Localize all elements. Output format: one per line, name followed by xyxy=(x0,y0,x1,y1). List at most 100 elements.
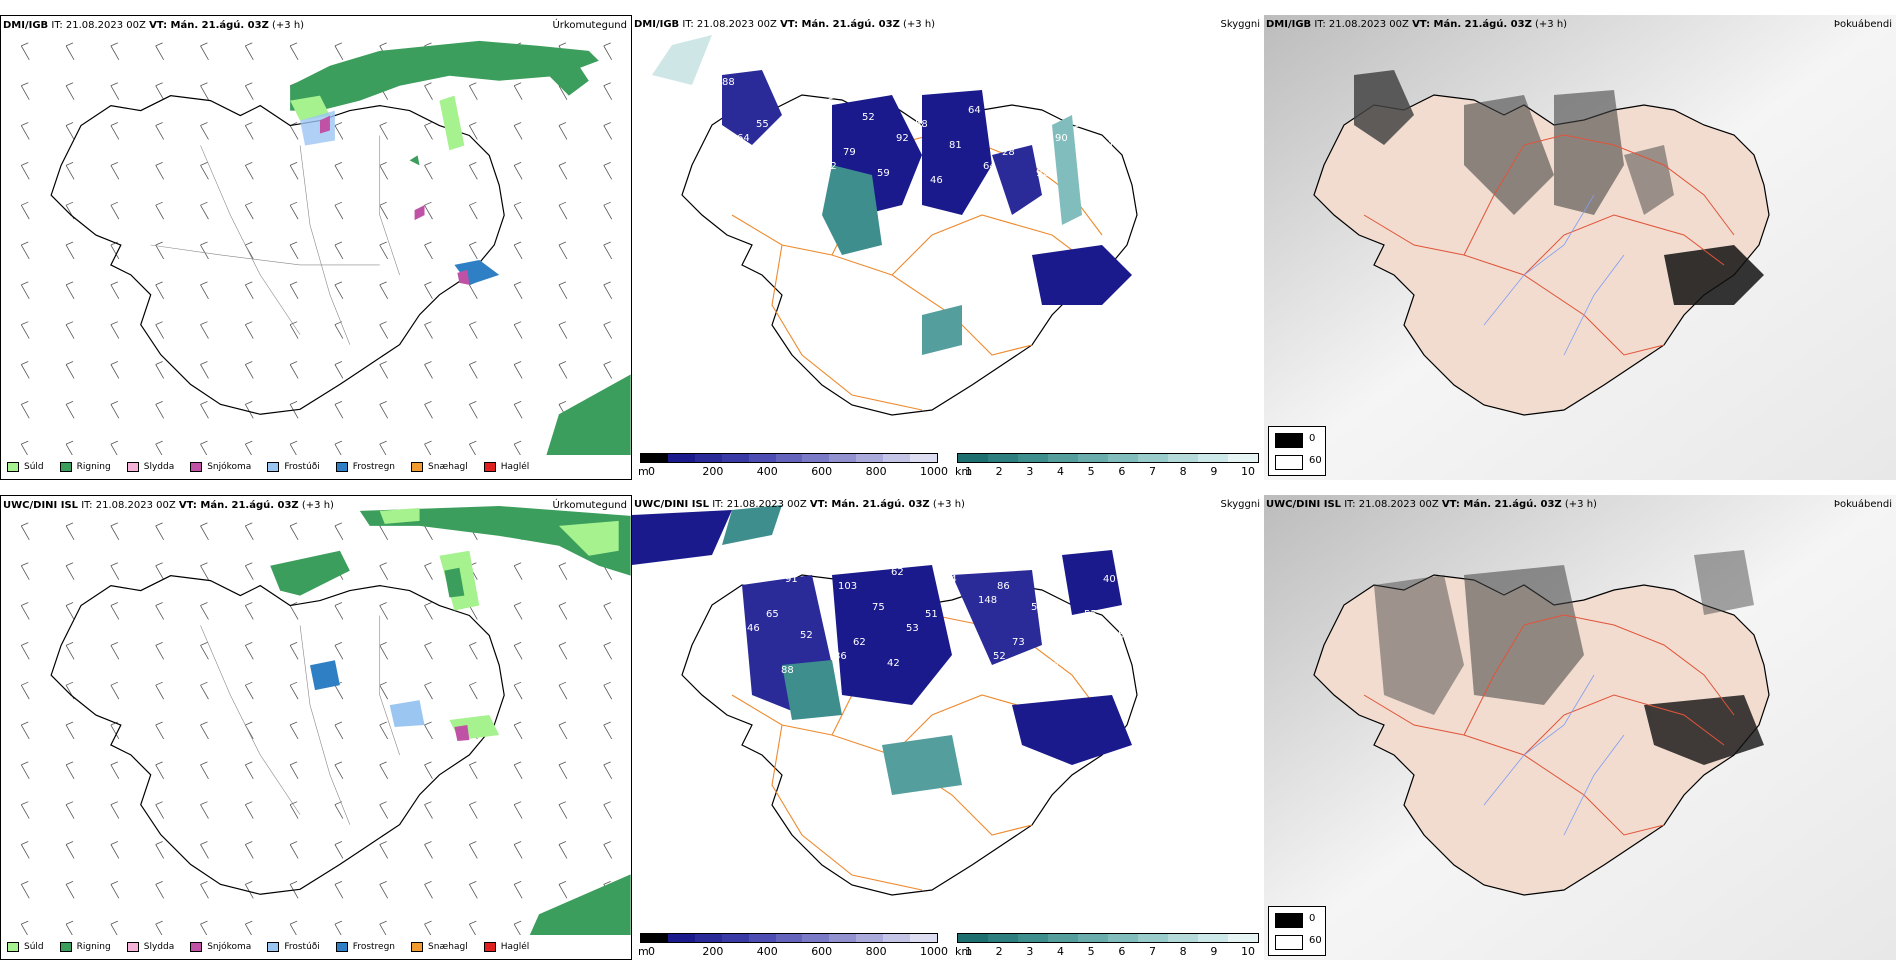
ceiling-value-label: 51 xyxy=(809,105,822,116)
ceiling-value-label: 64 xyxy=(944,574,957,585)
wind-barb xyxy=(513,162,523,180)
colorbar-step xyxy=(775,934,803,942)
ceiling-value-label: 55 xyxy=(1118,630,1131,641)
wind-barb xyxy=(65,880,75,899)
wind-barb xyxy=(558,841,568,859)
wind-barb xyxy=(110,281,120,299)
wind-barb xyxy=(155,522,165,541)
wind-barb xyxy=(603,321,613,339)
wind-barb xyxy=(513,801,523,819)
wind-barb xyxy=(558,880,568,899)
wind-barb xyxy=(244,721,254,740)
wind-barb xyxy=(110,42,120,61)
ceiling-value-label: 76 xyxy=(775,84,788,95)
colorbar-step xyxy=(641,454,668,462)
legend-swatch xyxy=(483,942,496,952)
wind-barb xyxy=(513,841,523,859)
colorbar-step xyxy=(829,934,857,942)
wind-barb xyxy=(244,400,254,419)
precip-legend-item: Slydda xyxy=(126,942,174,952)
wind-barb xyxy=(20,321,30,339)
ceiling-scale-tick: 800 xyxy=(865,465,887,478)
ceiling-scale-tick: 1000 xyxy=(920,465,948,478)
fog-map-bottom xyxy=(1264,495,1896,960)
legend-swatch xyxy=(483,462,496,472)
wind-barb xyxy=(200,721,209,740)
wind-barb xyxy=(244,241,254,260)
colorbar-step xyxy=(1198,934,1228,942)
fog-legend: 0 60 xyxy=(1268,906,1326,956)
legend-swatch xyxy=(59,942,72,952)
wind-barb xyxy=(155,42,165,61)
ceiling-value-label: 54 xyxy=(828,91,841,102)
wind-barb xyxy=(155,721,165,740)
ceiling-value-label: 75 xyxy=(872,602,885,613)
wind-barb xyxy=(110,122,120,140)
wind-barb xyxy=(110,522,120,541)
wind-barb xyxy=(603,681,613,700)
wind-barb xyxy=(558,361,568,379)
precip-type-map-bottom xyxy=(20,505,631,959)
wind-barb xyxy=(155,82,165,100)
wind-barb xyxy=(110,880,120,899)
wind-barb xyxy=(424,281,433,299)
wind-barb xyxy=(110,801,120,819)
rain-area xyxy=(290,40,599,111)
colorbar-step xyxy=(1108,934,1138,942)
wind-barb xyxy=(200,241,209,260)
wind-barb xyxy=(603,281,613,299)
legend-swatch xyxy=(190,942,203,952)
wind-barb xyxy=(65,82,75,100)
wind-barb xyxy=(244,162,254,180)
precip-legend-item: Snæhagl xyxy=(411,462,468,472)
legend-swatch xyxy=(267,942,280,952)
wind-barb xyxy=(65,122,75,140)
legend-swatch xyxy=(267,462,280,472)
wind-barb xyxy=(289,642,299,660)
wind-barb xyxy=(65,801,75,819)
wind-barb xyxy=(334,841,344,859)
wind-barb xyxy=(379,642,389,660)
legend-swatch xyxy=(7,462,19,472)
wind-barb xyxy=(379,801,389,819)
wind-barb xyxy=(200,642,209,660)
wind-barb xyxy=(334,602,344,620)
wind-barb xyxy=(424,321,433,339)
ceiling-scale-tick: 200 xyxy=(702,465,724,478)
wind-barb xyxy=(20,880,30,899)
wind-barb xyxy=(20,122,30,140)
wind-barb xyxy=(468,400,478,419)
colorbar-step xyxy=(721,454,749,462)
ceiling-value-label: 64 xyxy=(983,161,996,172)
precip-legend-item: Snjókoma xyxy=(190,942,251,952)
wind-barb xyxy=(603,201,613,220)
visibility-scale-tick: 2 xyxy=(995,945,1003,958)
fog-panel-bottom: UWC/DINI ISL IT: 21.08.2023 00Z VT: Mán.… xyxy=(1264,495,1896,960)
legend-label: Rigning xyxy=(76,942,111,952)
wind-barb xyxy=(334,880,344,899)
wind-barb xyxy=(155,400,165,419)
wind-barb xyxy=(379,122,389,140)
legend-label: Snæhagl xyxy=(428,942,468,952)
wind-barb xyxy=(379,841,389,859)
wind-barb xyxy=(20,761,30,779)
wind-barb xyxy=(289,42,299,61)
wind-barb xyxy=(379,562,389,580)
ceiling-value-label: 61 xyxy=(771,175,784,186)
visibility-scale-tick: 8 xyxy=(1179,465,1187,478)
wind-barb xyxy=(110,562,120,580)
visibility-scale-tick: 5 xyxy=(1087,465,1095,478)
wind-barb xyxy=(289,681,299,700)
visibility-scale-tick: 9 xyxy=(1210,945,1218,958)
colorbar-step xyxy=(856,454,884,462)
wind-barb xyxy=(289,361,299,379)
wind-barb xyxy=(513,122,523,140)
wind-barb xyxy=(513,400,523,419)
legend-label: Súld xyxy=(24,462,44,472)
precip-legend-item: Súld xyxy=(7,942,44,952)
ceiling-value-label: 90 xyxy=(1055,133,1068,144)
wind-barb xyxy=(20,602,30,620)
visibility-scale-tick: 9 xyxy=(1210,465,1218,478)
ceiling-value-label: 52 xyxy=(800,630,813,641)
wind-barb xyxy=(244,82,254,100)
